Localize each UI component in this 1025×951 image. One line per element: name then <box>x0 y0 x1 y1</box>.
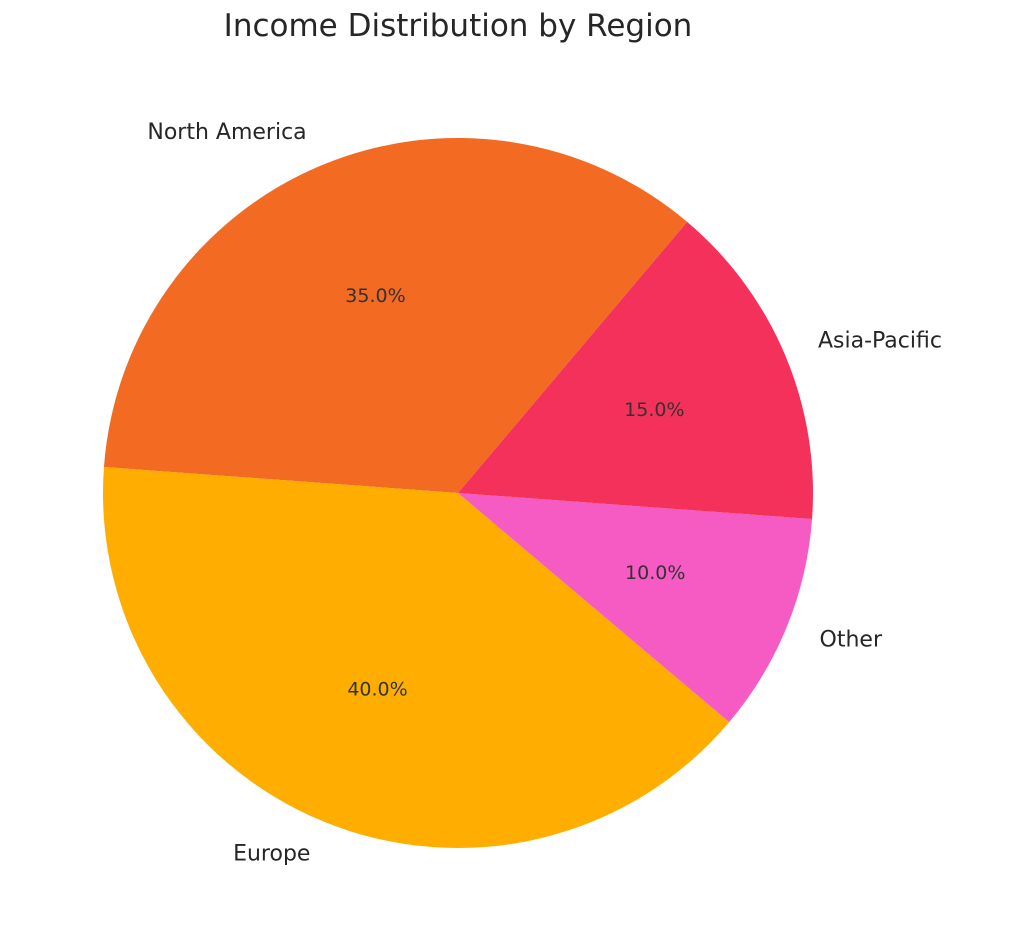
slice-label-other: Other <box>820 628 883 653</box>
slice-percent-asia-pacific: 15.0% <box>624 399 684 421</box>
pie-slice-north-america <box>103 138 688 493</box>
slice-label-asia-pacific: Asia-Pacific <box>818 329 942 354</box>
slice-percent-north-america: 35.0% <box>345 285 405 307</box>
pie-slice-europe <box>103 467 730 848</box>
slice-label-north-america: North America <box>147 120 306 145</box>
pie-labels: North America 35.0% Europe 40.0% Other 10.0% A… <box>147 120 942 867</box>
slice-percent-other: 10.0% <box>625 562 685 584</box>
pie-slices <box>103 138 813 848</box>
chart-title: Income Distribution by Region <box>223 8 693 44</box>
slice-percent-europe: 40.0% <box>347 679 407 701</box>
pie-slice-asia-pacific <box>458 221 813 519</box>
pie-slice-other <box>458 493 813 723</box>
slice-label-europe: Europe <box>233 842 310 867</box>
